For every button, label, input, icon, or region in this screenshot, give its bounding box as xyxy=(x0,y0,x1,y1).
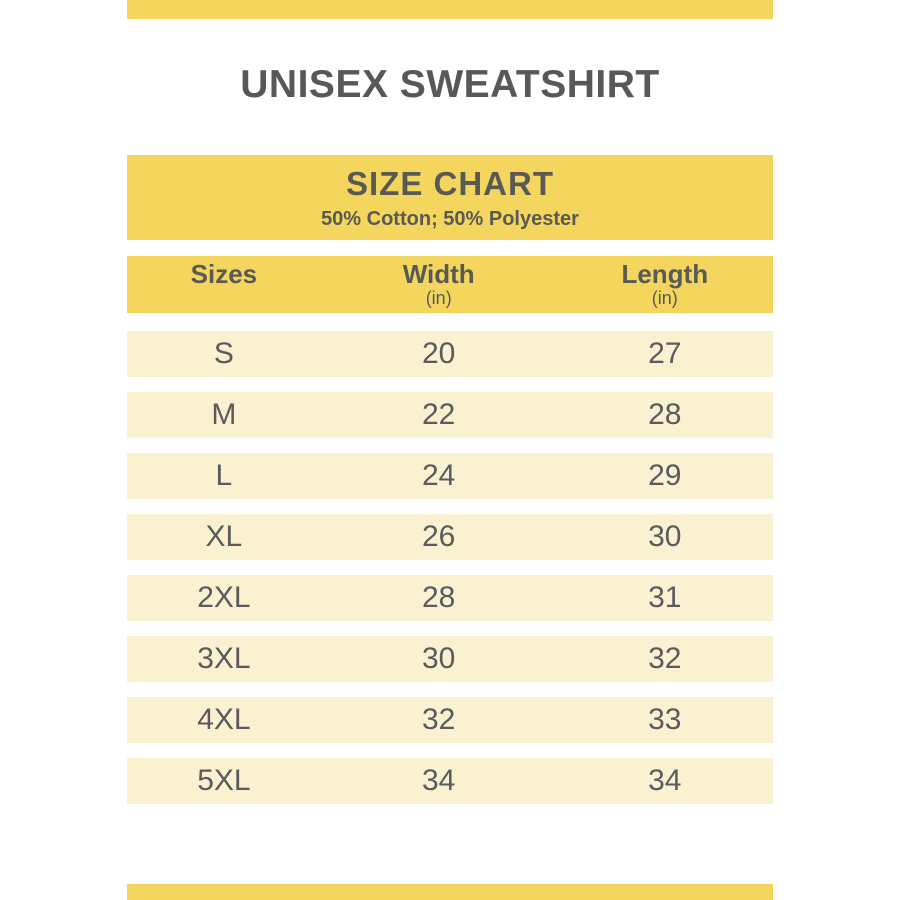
size-cell: 4XL xyxy=(197,703,251,736)
length-cell: 32 xyxy=(648,642,682,675)
width-cell: 22 xyxy=(422,398,456,431)
size-chart-header: SIZE CHART 50% Cotton; 50% Polyester xyxy=(127,155,773,240)
size-cell: L xyxy=(215,459,233,492)
table-row: 2XL 28 31 xyxy=(127,575,773,621)
header-unit-width: (in) xyxy=(425,287,452,308)
width-cell: 24 xyxy=(422,459,456,492)
page-title: UNISEX SWEATSHIRT xyxy=(240,63,660,106)
header-cell-length: Length (in) xyxy=(557,256,773,313)
size-cell: 5XL xyxy=(197,764,251,797)
header-label-sizes: Sizes xyxy=(190,259,258,290)
top-accent-bar xyxy=(127,0,773,19)
header-unit-length: (in) xyxy=(651,287,678,308)
length-cell: 27 xyxy=(648,337,682,370)
table-row: XL 26 30 xyxy=(127,514,773,560)
length-cell: 30 xyxy=(648,520,682,553)
table-row: L 24 29 xyxy=(127,453,773,499)
size-cell: S xyxy=(213,337,234,370)
width-cell: 28 xyxy=(422,581,456,614)
size-chart-heading: SIZE CHART xyxy=(346,164,554,202)
header-cell-width: Width (in) xyxy=(321,256,557,313)
width-cell: 20 xyxy=(422,337,456,370)
header-label-width: Width xyxy=(402,259,475,290)
size-cell: M xyxy=(211,398,237,431)
length-cell: 28 xyxy=(648,398,682,431)
header-label-length: Length xyxy=(621,259,709,290)
table-row: 4XL 32 33 xyxy=(127,697,773,743)
header-cell-sizes: Sizes xyxy=(127,256,321,313)
table-row: M 22 28 xyxy=(127,392,773,438)
size-cell: XL xyxy=(205,520,243,553)
width-cell: 26 xyxy=(422,520,456,553)
table-row: 3XL 30 32 xyxy=(127,636,773,682)
size-cell: 2XL xyxy=(197,581,251,614)
length-cell: 31 xyxy=(648,581,682,614)
length-cell: 29 xyxy=(648,459,682,492)
length-cell: 33 xyxy=(648,703,682,736)
table-row: S 20 27 xyxy=(127,331,773,377)
table-row: 5XL 34 34 xyxy=(127,758,773,804)
size-cell: 3XL xyxy=(197,642,251,675)
width-cell: 32 xyxy=(422,703,456,736)
width-cell: 34 xyxy=(422,764,456,797)
table-header-row: Sizes Width (in) Length (in) xyxy=(127,256,773,313)
size-chart-subheading: 50% Cotton; 50% Polyester xyxy=(321,207,579,230)
length-cell: 34 xyxy=(648,764,682,797)
width-cell: 30 xyxy=(422,642,456,675)
bottom-accent-bar xyxy=(127,884,773,900)
size-table-body: S 20 27 M 22 28 L 24 29 XL 26 30 2XL 28 … xyxy=(127,331,773,804)
